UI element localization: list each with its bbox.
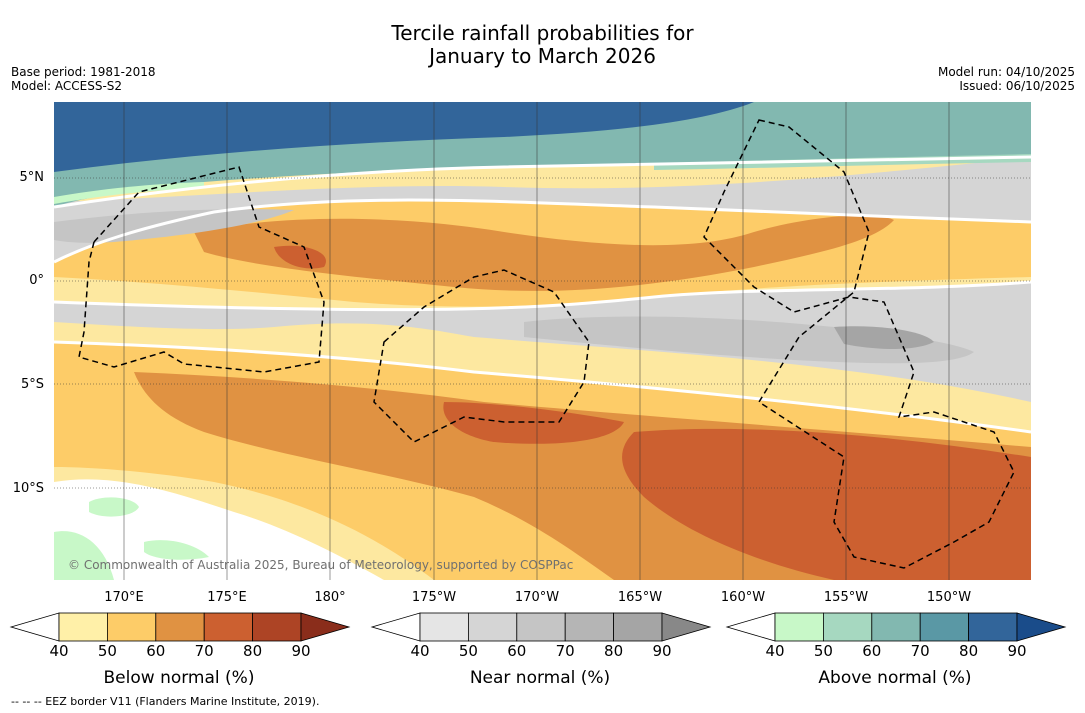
- colorbar-extend-high: [300, 612, 351, 642]
- colorbar-segment: [823, 612, 873, 642]
- colorbar-below-normal: [9, 612, 351, 642]
- near-normal-60-patch: [834, 326, 934, 349]
- contour-south: [54, 340, 1031, 434]
- model-text: Model: ACCESS-S2: [11, 79, 123, 93]
- colorbar-tick-label: 60: [507, 642, 527, 660]
- near-normal-50-band: [524, 316, 974, 364]
- base-period-text: Base period: 1981-2018: [11, 65, 156, 79]
- colorbar-title-below: Below normal (%): [103, 668, 255, 688]
- colorbar-segment: [919, 612, 970, 642]
- rainfall-map: [54, 102, 1031, 580]
- colorbar-tick-label: 50: [97, 642, 117, 660]
- colorbar-title-above: Above normal (%): [818, 668, 972, 688]
- below-normal-70-se: [622, 428, 1031, 580]
- colorbar-segment: [467, 612, 518, 642]
- colorbar-extend-low: [9, 612, 60, 642]
- colorbar-tick-label: 60: [862, 642, 882, 660]
- title-line-1: Tercile rainfall probabilities for: [391, 21, 694, 45]
- colorbar-segment: [968, 612, 1018, 642]
- colorbar-near-normal: [370, 612, 712, 642]
- colorbar-tick-label: 60: [146, 642, 166, 660]
- below-normal-60-central: [194, 215, 894, 291]
- colorbar-tick-label: 70: [555, 642, 575, 660]
- meta-left: Base period: 1981-2018 Model: ACCESS-S2: [11, 65, 156, 93]
- eez-legend-footer: -- -- -- EEZ border V11 (Flanders Marine…: [11, 695, 320, 708]
- colorbar-tick-label: 50: [813, 642, 833, 660]
- colorbar-tick-label: 40: [765, 642, 785, 660]
- lon-label-160w: 160°W: [720, 590, 766, 605]
- lat-label-5s: 5°S: [20, 377, 44, 392]
- eez-borders: [78, 119, 1015, 569]
- below-normal-70-central: [274, 245, 326, 269]
- title-line-2: January to March 2026: [429, 44, 656, 68]
- lon-label-175w: 175°W: [411, 590, 457, 605]
- colorbar-segment: [871, 612, 921, 642]
- colorbar-extend-high: [1016, 612, 1067, 642]
- eez-samoa-tokelau: [373, 269, 590, 443]
- lon-label-175e: 175°E: [207, 590, 247, 605]
- colorbar-tick-label: 70: [194, 642, 214, 660]
- above-normal-40-edge: [54, 182, 204, 204]
- colorbar-segment: [155, 612, 205, 642]
- colorbar-segment: [252, 612, 302, 642]
- lon-label-180: 180°: [314, 590, 346, 605]
- lon-label-170e: 170°E: [104, 590, 144, 605]
- below-normal-70-center: [443, 402, 624, 444]
- colorbar-tick-label: 50: [458, 642, 478, 660]
- colorbar-segment: [203, 612, 253, 642]
- above-normal-patch-sw-3: [144, 540, 209, 560]
- colorbar-extend-low: [370, 612, 421, 642]
- colorbar-extend-high: [661, 612, 712, 642]
- colorbar-segment: [107, 612, 157, 642]
- contour-north: [54, 155, 1031, 209]
- near-normal-band: [54, 282, 1031, 402]
- contour-central-south: [54, 280, 1031, 312]
- above-normal-80-north: [54, 102, 754, 172]
- lon-label-165w: 165°W: [617, 590, 663, 605]
- near-normal-50-north: [54, 209, 294, 243]
- colorbar-segment: [613, 612, 663, 642]
- lat-label-10s: 10°S: [12, 481, 44, 496]
- lon-label-150w: 150°W: [926, 590, 972, 605]
- colorbar-segment: [419, 612, 469, 642]
- colorbar-segment: [774, 612, 824, 642]
- gridlines: [54, 102, 1031, 580]
- near-normal-band-north: [54, 157, 1031, 262]
- colorbar-tick-label: 70: [910, 642, 930, 660]
- lat-label-5n: 5°N: [19, 170, 45, 185]
- contour-central-north: [54, 198, 1031, 264]
- map-title: Tercile rainfall probabilities for Janua…: [0, 22, 1085, 68]
- colorbar-segment: [564, 612, 615, 642]
- colorbar-tick-label: 40: [410, 642, 430, 660]
- colorbar-extend-low: [725, 612, 776, 642]
- colorbar-segment: [516, 612, 566, 642]
- colorbar-tick-label: 80: [243, 642, 263, 660]
- colorbars: [9, 612, 1067, 642]
- eez-cook-islands: [703, 119, 1015, 569]
- colorbar-tick-label: 90: [652, 642, 672, 660]
- issued-text: Issued: 06/10/2025: [959, 79, 1075, 93]
- colorbar-tick-label: 80: [604, 642, 624, 660]
- above-normal-patch-sw: [54, 531, 114, 580]
- eez-tuvalu-kiribati: [78, 166, 325, 373]
- lon-label-170w: 170°W: [514, 590, 560, 605]
- colorbar-segment: [58, 612, 108, 642]
- colorbar-tick-label: 90: [1007, 642, 1027, 660]
- meta-right: Model run: 04/10/2025 Issued: 06/10/2025: [938, 65, 1075, 93]
- copyright-text: © Commonwealth of Australia 2025, Bureau…: [68, 558, 574, 572]
- colorbar-tick-label: 80: [959, 642, 979, 660]
- colorbar-title-near: Near normal (%): [469, 668, 611, 688]
- colorbar-tick-label: 90: [291, 642, 311, 660]
- lon-label-155w: 155°W: [823, 590, 869, 605]
- colorbar-above-normal: [725, 612, 1067, 642]
- above-normal-patch-sw-2: [89, 497, 139, 517]
- lat-label-0: 0°: [29, 273, 44, 288]
- colorbar-tick-label: 40: [49, 642, 69, 660]
- model-run-text: Model run: 04/10/2025: [937, 65, 1075, 79]
